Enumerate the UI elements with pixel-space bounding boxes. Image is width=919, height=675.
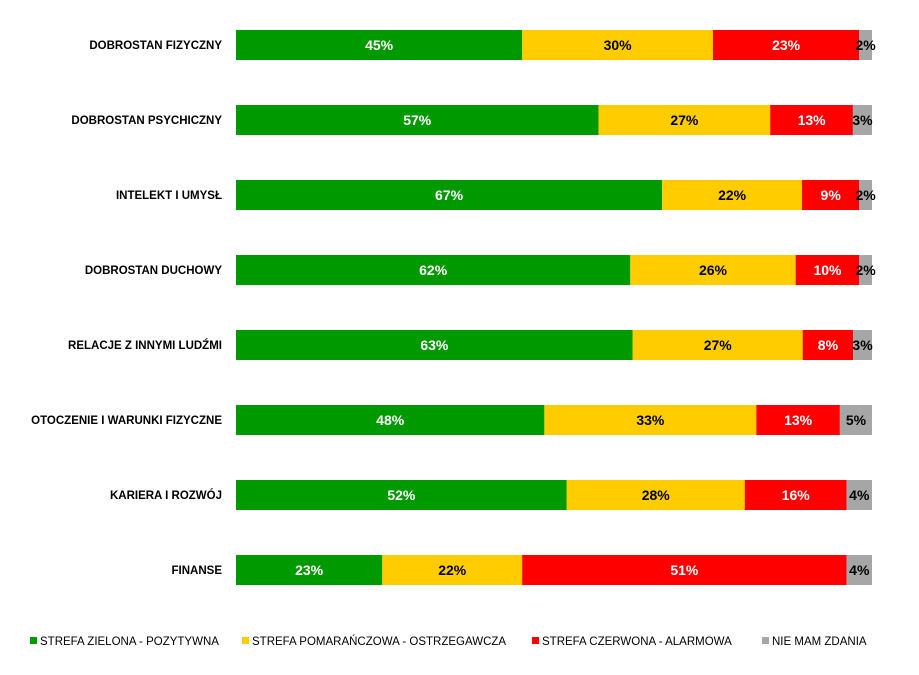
data-label: 9% (821, 187, 842, 203)
data-label: 4% (849, 562, 870, 578)
legend-label: STREFA ZIELONA - POZYTYWNA (40, 636, 219, 648)
bar-segment (544, 405, 757, 435)
data-label: 5% (846, 412, 867, 428)
data-label: 62% (419, 262, 448, 278)
bar-segment (522, 30, 713, 60)
data-label: 57% (403, 112, 432, 128)
data-label: 23% (295, 562, 324, 578)
data-label: 45% (365, 37, 394, 53)
data-label: 28% (642, 487, 671, 503)
bar-segment (802, 180, 860, 210)
bar-segment (859, 180, 872, 210)
data-label: 3% (852, 112, 873, 128)
category-label: RELACJE Z INNYMI LUDŹMI (68, 339, 222, 352)
bar-segment (744, 480, 847, 510)
legend-label: STREFA POMARAŃCZOWA - OSTRZEGAWCZA (252, 635, 506, 648)
bar-segment (236, 330, 633, 360)
bar-segment (853, 330, 872, 360)
bar-segment (756, 405, 840, 435)
bar-segment (770, 105, 853, 135)
category-label: FINANSE (172, 565, 223, 577)
bar-segment (859, 30, 872, 60)
data-label: 16% (782, 487, 811, 503)
legend-swatch (532, 637, 539, 644)
bar-segment (846, 480, 872, 510)
bar-segment (236, 405, 545, 435)
bar-segment (236, 255, 631, 285)
bar-segment (566, 480, 745, 510)
data-label: 48% (376, 412, 405, 428)
legend-swatch (30, 637, 37, 644)
data-label: 30% (604, 37, 633, 53)
data-label: 2% (856, 262, 877, 278)
bar-segment (236, 105, 599, 135)
category-label: INTELEKT I UMYSŁ (116, 190, 222, 202)
bar-segment (852, 105, 872, 135)
category-label: KARIERA I ROZWÓJ (110, 489, 222, 502)
data-label: 22% (718, 187, 747, 203)
legend-label: NIE MAM ZDANIA (772, 636, 867, 648)
data-label: 27% (704, 337, 733, 353)
data-label: 10% (813, 262, 842, 278)
data-label: 51% (670, 562, 699, 578)
category-label: DOBROSTAN FIZYCZNY (89, 40, 222, 52)
category-label: DOBROSTAN PSYCHICZNY (71, 115, 222, 127)
data-label: 2% (856, 37, 877, 53)
bar-segment (598, 105, 771, 135)
data-label: 23% (772, 37, 801, 53)
bar-segment (236, 480, 567, 510)
bar-segment (382, 555, 523, 585)
bar-segment (632, 330, 803, 360)
data-label: 3% (852, 337, 873, 353)
bar-segment (846, 555, 872, 585)
category-label: OTOCZENIE I WARUNKI FIZYCZNE (31, 415, 222, 427)
bar-segment (795, 255, 860, 285)
category-label: DOBROSTAN DUCHOWY (85, 265, 222, 277)
data-label: 8% (818, 337, 839, 353)
data-label: 22% (438, 562, 467, 578)
bar-segment (236, 555, 383, 585)
legend-label: STREFA CZERWONA - ALARMOWA (542, 636, 732, 648)
bar-segment (713, 30, 860, 60)
bar-segment (802, 330, 854, 360)
data-label: 13% (798, 112, 827, 128)
bar-segment (839, 405, 872, 435)
data-label: 2% (856, 187, 877, 203)
bar-segment (630, 255, 796, 285)
bar-segment (662, 180, 803, 210)
data-label: 13% (784, 412, 813, 428)
data-label: 33% (636, 412, 665, 428)
data-label: 67% (435, 187, 464, 203)
bar-segment (522, 555, 847, 585)
data-label: 63% (420, 337, 449, 353)
data-label: 27% (670, 112, 699, 128)
bar-segment (859, 255, 872, 285)
data-label: 52% (387, 487, 416, 503)
legend-swatch (242, 637, 249, 644)
data-label: 4% (849, 487, 870, 503)
data-label: 26% (699, 262, 728, 278)
legend-swatch (762, 637, 769, 644)
bar-segment (236, 180, 663, 210)
bar-segment (236, 30, 523, 60)
